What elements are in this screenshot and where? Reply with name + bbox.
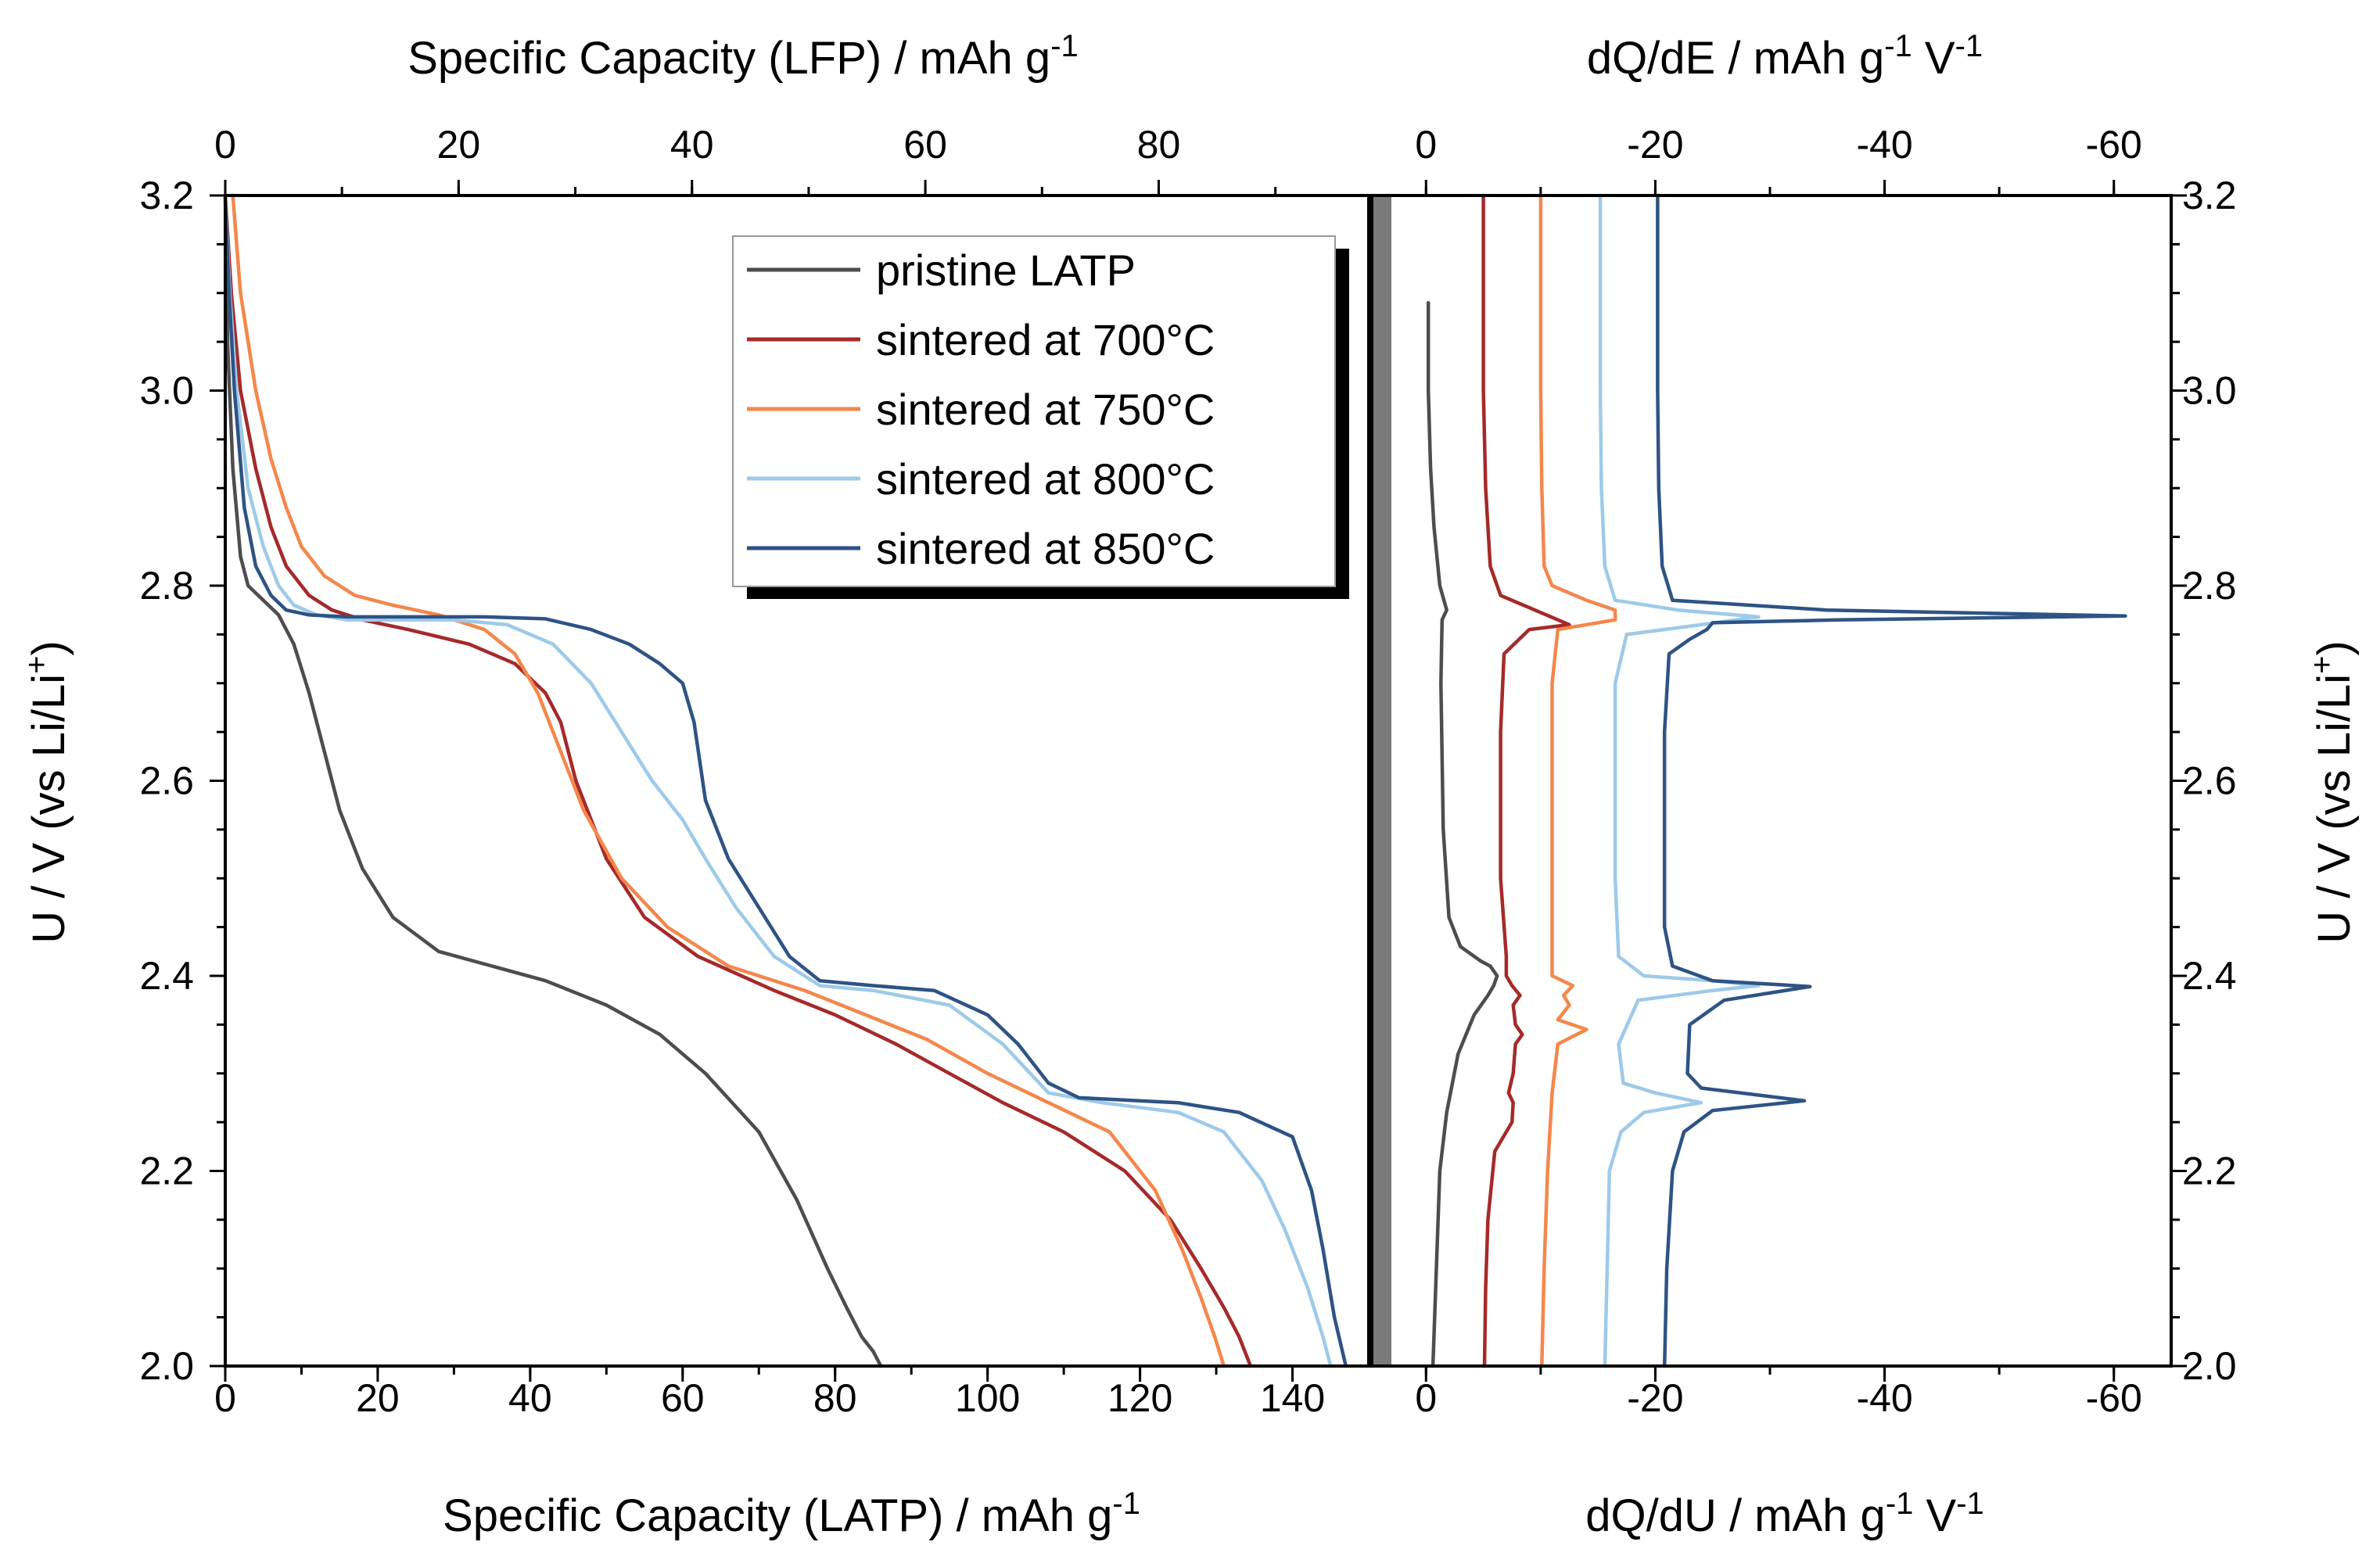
- legend: pristine LATP sintered at 700°C sintered a…: [732, 235, 1349, 599]
- right-bottom-x-tick-label: -60: [2086, 1376, 2142, 1420]
- right-panel-series-pristine-latp: [1426, 300, 1499, 1368]
- left-y-tick-label: 3.0: [139, 369, 194, 413]
- left-bottom-x-tick-label: 20: [356, 1376, 400, 1420]
- right-top-x-tick-label: -20: [1627, 123, 1683, 167]
- legend-label-sintered-at-700-c: sintered at 700°C: [876, 315, 1215, 364]
- right-top-axis-title: dQ/dE / mAh g-1 V-1: [1587, 29, 1983, 84]
- left-panel-series-sintered-at-800-c: [223, 193, 1333, 1368]
- right-y-tick-label: 2.4: [2182, 954, 2237, 998]
- legend-label-pristine-latp: pristine LATP: [876, 246, 1136, 295]
- left-top-x-tick-label: 0: [214, 123, 236, 167]
- right-y-tick-label: 2.8: [2182, 564, 2237, 608]
- right-plot-frame: [1367, 194, 2173, 1368]
- right-bottom-x-tick-label: -40: [1856, 1376, 1912, 1420]
- right-y-tick-label: 2.6: [2182, 759, 2237, 803]
- legend-box: [732, 235, 1336, 587]
- legend-label-sintered-at-800-c: sintered at 800°C: [876, 454, 1215, 504]
- right-panel-series-sintered-at-850-c: [1656, 193, 2127, 1368]
- left-top-x-tick-label: 80: [1137, 123, 1181, 167]
- left-bottom-x-tick-label: 140: [1260, 1376, 1325, 1420]
- legend-label-sintered-at-750-c: sintered at 750°C: [876, 385, 1215, 434]
- right-bottom-x-tick-label: 0: [1415, 1376, 1437, 1420]
- right-y-tick-label: 2.2: [2182, 1149, 2237, 1193]
- left-panel-series-sintered-at-700-c: [223, 193, 1253, 1368]
- right-panel-series-sintered-at-700-c: [1481, 193, 1571, 1368]
- left-y-tick-label: 2.6: [139, 759, 194, 803]
- left-y-axis-title: U / V (vs Li/Li+): [20, 640, 74, 944]
- left-y-tick-label: 2.4: [139, 954, 194, 998]
- left-bottom-x-tick-label: 120: [1107, 1376, 1172, 1420]
- left-y-tick-label: 2.0: [139, 1344, 194, 1388]
- left-bottom-x-tick-label: 100: [955, 1376, 1020, 1420]
- right-top-x-tick-label: -60: [2086, 123, 2142, 167]
- left-y-tick-label: 2.8: [139, 564, 194, 608]
- left-top-x-tick-label: 20: [437, 123, 481, 167]
- right-y-tick-label: 2.0: [2182, 1344, 2237, 1388]
- left-bottom-x-tick-label: 40: [508, 1376, 552, 1420]
- left-panel-series-sintered-at-750-c: [231, 193, 1226, 1368]
- left-y-tick-label: 3.2: [139, 174, 194, 217]
- left-panel-series-pristine-latp: [223, 193, 883, 1368]
- right-bottom-axis-title: dQ/dU / mAh g-1 V-1: [1585, 1486, 1984, 1541]
- left-panel-series-sintered-at-850-c: [223, 193, 1348, 1368]
- left-top-axis-title: Specific Capacity (LFP) / mAh g-1: [407, 29, 1079, 84]
- right-top-x-tick-label: -40: [1856, 123, 1912, 167]
- left-top-x-tick-label: 40: [670, 123, 714, 167]
- right-panel-series-sintered-at-750-c: [1538, 193, 1617, 1368]
- right-y-tick-label: 3.0: [2182, 369, 2237, 413]
- right-y-axis-title: U / V (vs Li/Li+): [2305, 640, 2360, 944]
- left-bottom-axis-title: Specific Capacity (LATP) / mAh g-1: [443, 1486, 1140, 1541]
- right-bottom-x-tick-label: -20: [1627, 1376, 1683, 1420]
- right-panel-series-sintered-at-800-c: [1598, 193, 1761, 1368]
- panel-separator: [1371, 197, 1391, 1364]
- left-top-x-tick-label: 60: [903, 123, 947, 167]
- left-bottom-x-tick-label: 0: [214, 1376, 236, 1420]
- left-bottom-x-tick-label: 80: [813, 1376, 857, 1420]
- left-y-tick-label: 2.2: [139, 1149, 194, 1193]
- right-top-x-tick-label: 0: [1415, 123, 1437, 167]
- legend-label-sintered-at-850-c: sintered at 850°C: [876, 524, 1215, 573]
- right-y-tick-label: 3.2: [2182, 174, 2237, 217]
- left-bottom-x-tick-label: 60: [661, 1376, 705, 1420]
